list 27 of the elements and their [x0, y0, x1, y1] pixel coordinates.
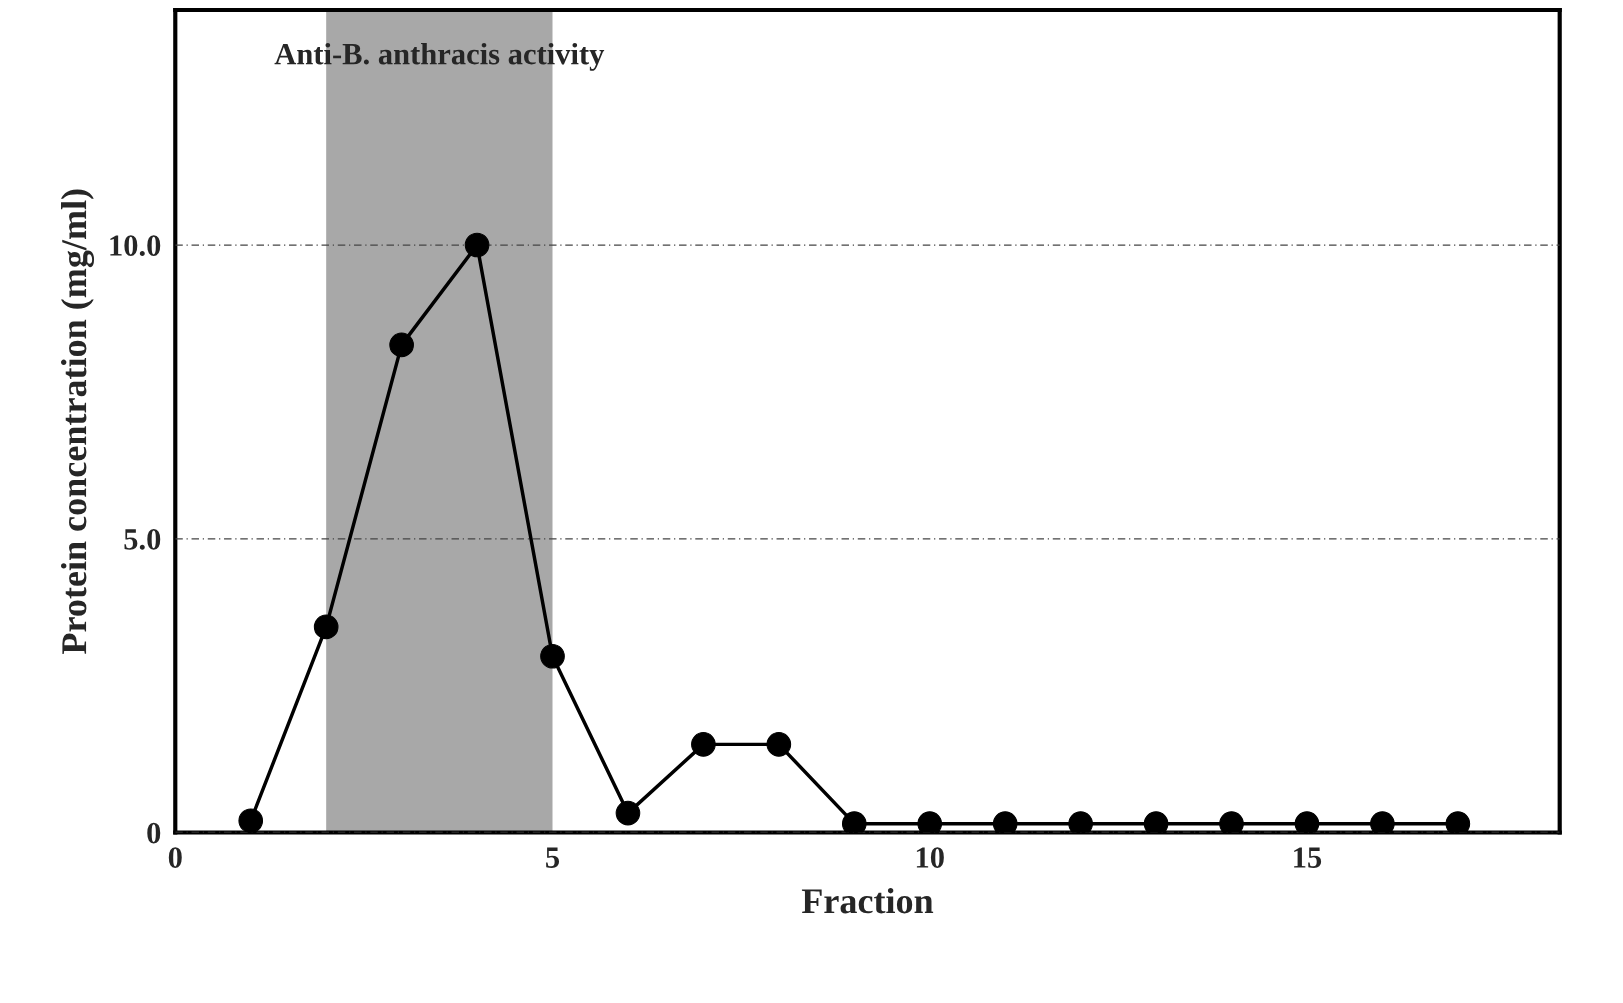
y-tick-label: 0 — [147, 822, 161, 844]
point — [540, 643, 565, 669]
point — [1219, 811, 1244, 833]
point — [238, 808, 264, 833]
x-tick-label: 15 — [1294, 847, 1322, 868]
point — [992, 811, 1018, 833]
point — [313, 614, 339, 640]
x-axis-title: Fraction — [801, 887, 934, 914]
point — [691, 732, 716, 757]
point — [1445, 811, 1471, 833]
point — [464, 232, 490, 258]
point — [841, 811, 867, 833]
x-tick-label: 5 — [546, 847, 560, 868]
y-axis-title: Protein concentration (mg/ml) — [61, 189, 95, 654]
x-tick-label: 10 — [916, 847, 944, 868]
point — [1068, 811, 1093, 833]
y-tick-label: 10.0 — [110, 235, 161, 257]
point — [1143, 811, 1169, 833]
point — [389, 332, 414, 358]
y-tick-label: 5.0 — [124, 529, 161, 550]
point — [615, 800, 641, 826]
band-label: Anti-B. anthracis activity — [274, 42, 605, 71]
point — [1294, 811, 1320, 833]
x-tick-label: 0 — [168, 847, 182, 868]
point — [917, 811, 943, 833]
point — [766, 732, 792, 757]
point — [1370, 811, 1395, 833]
